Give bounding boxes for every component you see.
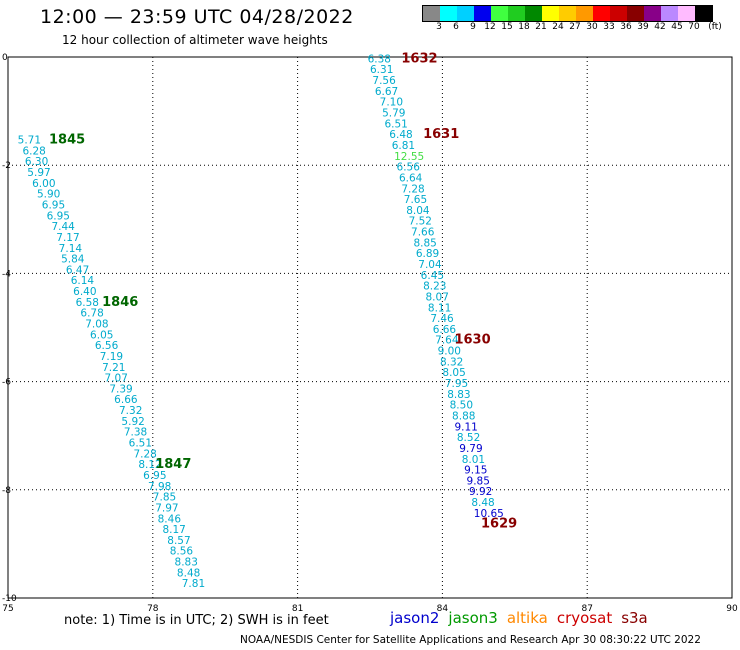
legend-item-altika: altika: [507, 609, 548, 627]
pass-time-label: 1847: [155, 457, 191, 472]
y-tick-label: -4: [2, 269, 11, 279]
pass-time-label: 1846: [102, 295, 138, 310]
wave-height-value: 7.81: [182, 578, 205, 590]
y-tick-label: -2: [2, 161, 11, 171]
y-tick-label: 0: [2, 53, 8, 63]
pass-time-label: 1630: [454, 333, 490, 348]
pass-time-label: 1629: [481, 517, 517, 532]
note-text: note: 1) Time is in UTC; 2) SWH is in fe…: [64, 613, 329, 628]
pass-time-label: 1632: [401, 51, 437, 66]
legend-item-jason2: jason2: [390, 609, 439, 627]
satellite-legend: jason2 jason3 altika cryosat s3a: [390, 609, 648, 627]
wave-height-map: 75 78 81 84 87 900-2-4-6-8-105.716.286.305.97…: [0, 0, 740, 650]
x-tick-label: 90: [726, 604, 738, 614]
pass-time-label: 1845: [49, 133, 85, 148]
y-tick-label: -8: [2, 486, 11, 496]
legend-item-jason3: jason3: [448, 609, 497, 627]
y-tick-label: -10: [2, 594, 17, 604]
map-frame: [8, 57, 732, 598]
legend-item-cryosat: cryosat: [557, 609, 612, 627]
x-tick-label: 75: [2, 604, 13, 614]
legend-item-s3a: s3a: [621, 609, 648, 627]
pass-time-label: 1631: [423, 127, 459, 142]
footer-credit: NOAA/NESDIS Center for Satellite Applica…: [240, 634, 701, 646]
y-tick-label: -6: [2, 378, 11, 388]
